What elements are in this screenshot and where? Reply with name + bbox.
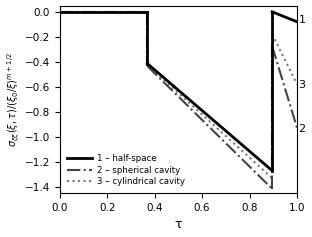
Text: $3$: $3$ bbox=[298, 78, 306, 90]
Y-axis label: $\sigma_{\xi\xi}(\xi,\tau)/(\xi_0/\xi)^{m+1/2}$: $\sigma_{\xi\xi}(\xi,\tau)/(\xi_0/\xi)^{… bbox=[6, 52, 22, 147]
Text: $2$: $2$ bbox=[298, 122, 306, 134]
Text: $1$: $1$ bbox=[298, 13, 306, 25]
X-axis label: τ: τ bbox=[175, 219, 182, 232]
Legend: 1 – half-space, 2 – spherical cavity, 3 – cylindrical cavity: 1 – half-space, 2 – spherical cavity, 3 … bbox=[64, 151, 187, 189]
